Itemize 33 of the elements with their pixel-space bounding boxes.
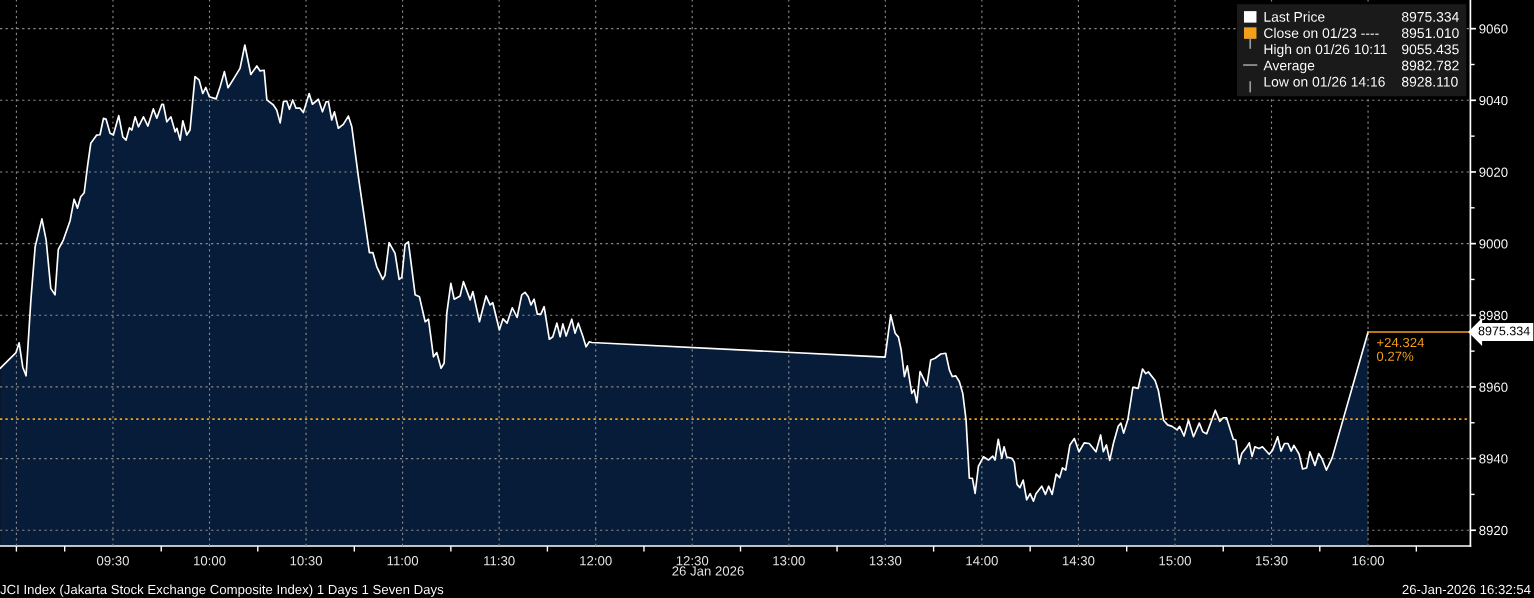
x-tick-label: 11:30	[484, 556, 515, 566]
x-tick-label: 14:00	[966, 556, 998, 566]
x-tick-label: 10:00	[194, 556, 226, 566]
y-tick-label: 9040	[1479, 95, 1508, 106]
x-tick-label: 13:30	[869, 556, 902, 566]
text: Low on 01/26 14:16 8928.110	[1264, 76, 1458, 87]
text: 8975.334	[1401, 11, 1459, 22]
text: Average 8982.782	[1263, 60, 1459, 74]
legend-label: Last Price	[1264, 11, 1325, 22]
y-tick-label: 8940	[1479, 454, 1508, 464]
y-tick-label: 9020	[1479, 167, 1508, 177]
y-tick-label: 8980	[1479, 310, 1508, 321]
y-tick-label: 8920	[1479, 525, 1508, 536]
x-tick-label: 15:00	[1159, 556, 1191, 566]
x-tick-label: 11:00	[387, 556, 419, 566]
annotation: 8975.334	[1478, 326, 1530, 336]
text: JCI Index (Jakarta Stock Exchange Composite Index) 1 Days 1 Seven Days	[0, 584, 444, 597]
text: Close on 01/23 ---- 8951.010	[1264, 27, 1459, 39]
x-axis-title: 26 Jan 2026	[672, 566, 744, 576]
x-tick-label: 09:30	[96, 556, 129, 566]
y-tick-label: 9060	[1479, 24, 1508, 34]
x-tick-label: 12:00	[580, 556, 612, 566]
text: High on 01/26 10:11 9055.435	[1264, 44, 1459, 57]
x-tick-label: 14:30	[1062, 556, 1095, 566]
text: 26-Jan-2026 16:32:54	[1402, 584, 1531, 595]
x-tick-label: 13:00	[773, 556, 805, 566]
x-tick-label: 12:30	[676, 556, 709, 566]
annotation: +24.324 0.27%	[1376, 337, 1425, 361]
y-tick-label: 8960	[1479, 382, 1508, 392]
y-tick-label: 9000	[1479, 239, 1508, 249]
x-tick-label: 15:30	[1256, 556, 1288, 566]
x-tick-label: 10:30	[290, 556, 323, 566]
x-tick-label: 16:00	[1352, 556, 1385, 566]
